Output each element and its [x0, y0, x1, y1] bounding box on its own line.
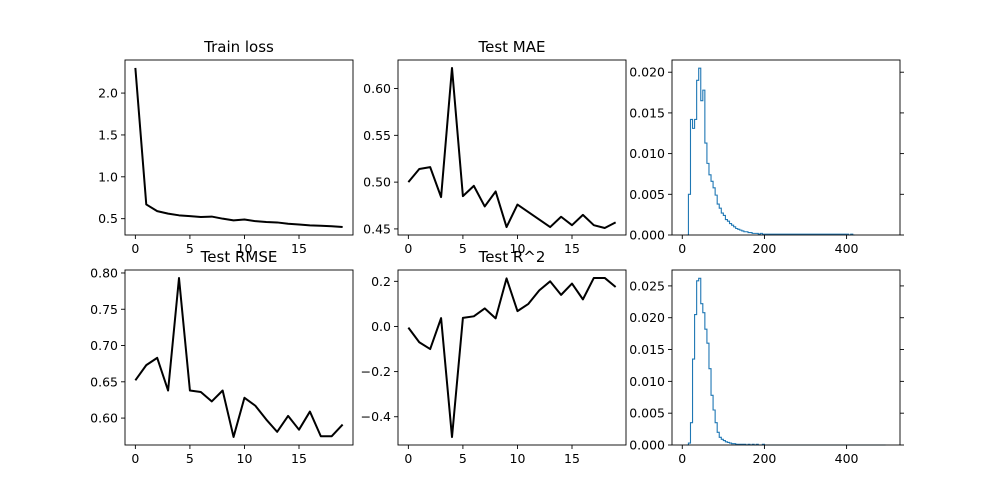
hist-bottom-ytick-label: 0.015: [629, 342, 665, 357]
panel-hist-bottom: 0 200 400 0.000 0.005 0.010 0.015 0.020 0.025: [629, 269, 904, 466]
test-rmse-xtick-label: 5: [186, 451, 194, 466]
train-loss-marks: [134, 67, 343, 229]
test-mae-marks: [407, 66, 617, 229]
test-mae-title: Test MAE: [478, 38, 546, 56]
hist-top-marks: [686, 67, 855, 236]
test-mae-ytick-label: 0.50: [363, 175, 391, 190]
test-r2-series-line-0: [407, 276, 617, 439]
hist-top-ytick-label: 0.015: [629, 105, 665, 120]
test-rmse-xtick-label: 15: [291, 451, 307, 466]
test-r2-marks: [407, 276, 617, 439]
train-loss-xtick-label: 10: [237, 241, 253, 256]
test-mae-xtick-label: 10: [510, 241, 526, 256]
hist-bottom-xtick-label: 200: [753, 451, 777, 466]
test-rmse-ticks: 0 5 10 15 0.60 0.65 0.70 0.75 0.80: [90, 265, 307, 466]
test-mae-ytick-label: 0.55: [363, 128, 391, 143]
train-loss-axes-frame: [124, 59, 354, 236]
hist-top-histogram-step: [686, 67, 855, 236]
panel-train-loss: 0 5 10 15 0.5 1.0 1.5 2.0 Train loss: [98, 38, 354, 256]
panel-hist-top: 0 200 400 0.000 0.005 0.010 0.015 0.020: [629, 59, 904, 256]
test-mae-series-line-0: [407, 66, 617, 229]
hist-bottom-ytick-label: 0.010: [629, 374, 665, 389]
hist-bottom-ytick-label: 0.005: [629, 406, 665, 421]
test-rmse-ytick-label: 0.80: [90, 265, 118, 280]
test-rmse-ytick-label: 0.70: [90, 338, 118, 353]
test-mae-xtick-label: 0: [404, 241, 412, 256]
hist-bottom-xtick-label: 400: [835, 451, 859, 466]
hist-top-ytick-label: 0.005: [629, 187, 665, 202]
hist-bottom-ytick-label: 0.025: [629, 278, 665, 293]
hist-top-xtick-label: 0: [678, 241, 686, 256]
hist-bottom-ytick-label: 0.020: [629, 310, 665, 325]
test-mae-axes-frame: [397, 59, 627, 236]
panel-test-r2: 0 5 10 15 −0.4 −0.2 0.0 0.2 Test R^2: [361, 248, 627, 466]
train-loss-ytick-label: 1.0: [98, 169, 118, 184]
test-r2-xtick-label: 5: [459, 451, 467, 466]
train-loss-ytick-label: 2.0: [98, 86, 118, 101]
hist-bottom-axes-frame: [671, 269, 901, 446]
test-r2-ticks: 0 5 10 15 −0.4 −0.2 0.0 0.2: [361, 274, 580, 466]
test-r2-xtick-label: 15: [564, 451, 580, 466]
train-loss-ytick-label: 1.5: [98, 127, 118, 142]
test-rmse-series-line-0: [134, 277, 344, 438]
hist-top-ytick-label: 0.010: [629, 146, 665, 161]
test-r2-ytick-label: 0.2: [371, 274, 391, 289]
test-rmse-axes-frame: [124, 269, 354, 446]
test-rmse-xtick-label: 0: [131, 451, 139, 466]
train-loss-xtick-label: 5: [186, 241, 194, 256]
train-loss-ytick-label: 0.5: [98, 211, 118, 226]
test-r2-ytick-label: 0.0: [371, 319, 391, 334]
test-mae-xtick-label: 15: [564, 241, 580, 256]
test-rmse-ytick-label: 0.65: [90, 374, 118, 389]
hist-bottom-ytick-label: 0.000: [629, 438, 665, 453]
test-r2-ytick-label: −0.2: [361, 364, 391, 379]
hist-bottom-xtick-label: 0: [678, 451, 686, 466]
test-mae-ytick-label: 0.60: [363, 81, 391, 96]
test-rmse-xtick-label: 10: [237, 451, 253, 466]
hist-top-xtick-label: 200: [753, 241, 777, 256]
test-r2-ytick-label: −0.4: [361, 409, 391, 424]
test-r2-title: Test R^2: [478, 248, 546, 266]
hist-top-ticks: 0 200 400 0.000 0.005 0.010 0.015 0.020: [629, 65, 904, 256]
test-rmse-marks: [134, 277, 344, 438]
hist-top-xtick-label: 400: [835, 241, 859, 256]
train-loss-title: Train loss: [203, 38, 274, 56]
test-r2-xtick-label: 10: [510, 451, 526, 466]
panel-test-rmse: 0 5 10 15 0.60 0.65 0.70 0.75 0.80 Test RMSE: [90, 248, 354, 466]
panel-test-mae: 0 5 10 15 0.45 0.50 0.55 0.60 Test MAE: [363, 38, 627, 256]
test-mae-ytick-label: 0.45: [363, 221, 391, 236]
test-r2-xtick-label: 0: [404, 451, 412, 466]
train-loss-xtick-label: 0: [131, 241, 139, 256]
hist-bottom-ticks: 0 200 400 0.000 0.005 0.010 0.015 0.020 0.025: [629, 278, 904, 466]
hist-top-ytick-label: 0.020: [629, 65, 665, 80]
test-r2-axes-frame: [397, 269, 627, 446]
train-loss-series-line-0: [134, 67, 343, 229]
test-mae-xtick-label: 5: [459, 241, 467, 256]
test-rmse-title: Test RMSE: [200, 248, 278, 266]
test-mae-ticks: 0 5 10 15 0.45 0.50 0.55 0.60: [363, 81, 580, 256]
test-rmse-ytick-label: 0.75: [90, 302, 118, 317]
train-loss-ticks: 0 5 10 15 0.5 1.0 1.5 2.0: [98, 86, 307, 256]
hist-top-ytick-label: 0.000: [629, 228, 665, 243]
test-rmse-ytick-label: 0.60: [90, 411, 118, 426]
hist-top-axes-frame: [671, 59, 901, 236]
train-loss-xtick-label: 15: [291, 241, 307, 256]
